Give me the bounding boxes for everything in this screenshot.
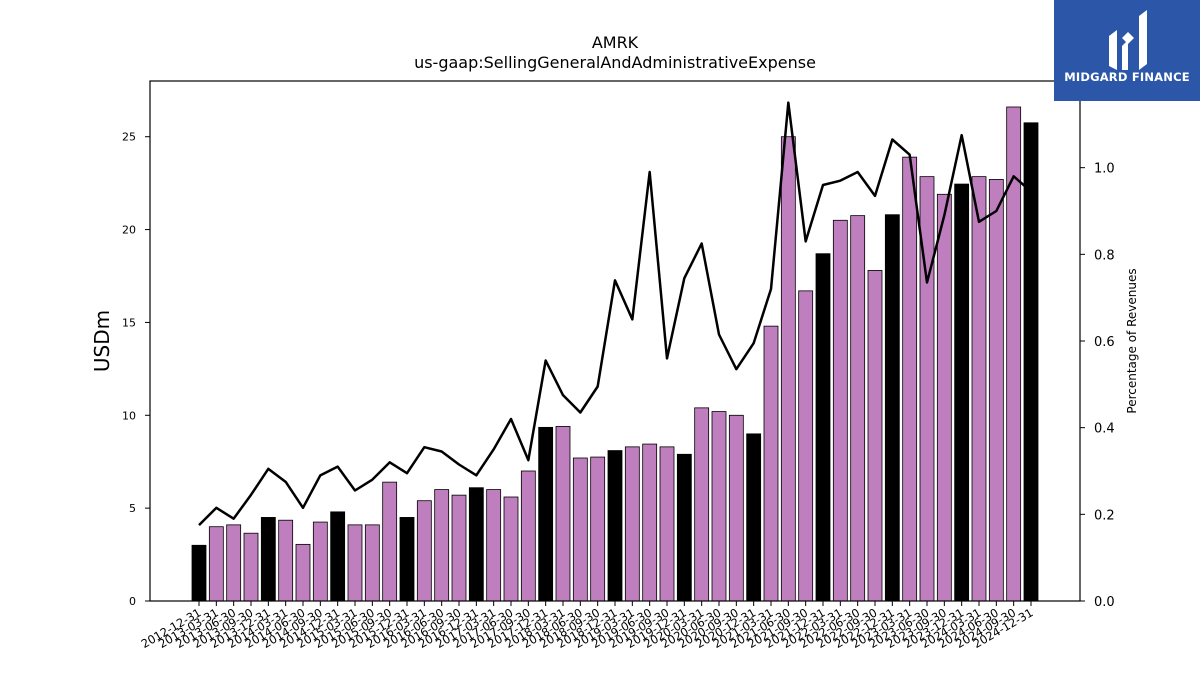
bar-2016-03-31 (416, 500, 432, 602)
bar-2014-09-30 (312, 521, 328, 602)
bar-2018-09-30 (590, 456, 606, 602)
y-tick-label: 25 (122, 131, 136, 144)
y-axis-label: USDm (90, 310, 114, 372)
bar-2018-03-31 (555, 426, 571, 602)
line-group (198, 101, 1032, 527)
bar-2014-12-31 (330, 511, 346, 602)
bar-2016-12-31 (468, 487, 484, 602)
y-tick-label: 5 (129, 502, 136, 515)
bars-group (191, 106, 1039, 602)
y2-tick-label: 0.8 (1094, 248, 1115, 263)
y-tick-label: 0 (129, 595, 136, 608)
y-tick-label: 10 (122, 409, 136, 422)
bar-2014-03-31 (278, 519, 294, 602)
bar-2017-09-30 (520, 470, 536, 602)
bar-2017-03-31 (486, 489, 502, 602)
bar-2013-09-30 (243, 532, 259, 602)
bar-2015-09-30 (382, 481, 398, 602)
bar-2019-09-30 (659, 446, 675, 602)
bar-2024-12-31 (1023, 122, 1039, 602)
bar-2012-12-31 (191, 544, 207, 602)
bar-2019-12-31 (676, 453, 692, 602)
bar-2021-03-31 (763, 325, 779, 602)
y2-tick-label: 0.2 (1094, 508, 1115, 523)
bar-2020-06-30 (711, 411, 727, 602)
bar-2024-03-31 (971, 176, 987, 602)
bar-2013-06-30 (226, 524, 242, 602)
bar-2016-06-30 (434, 489, 450, 602)
bar-2015-03-31 (347, 524, 363, 602)
y2-tick-label: 0.6 (1094, 335, 1115, 350)
bar-2013-03-31 (208, 526, 224, 602)
bar-2013-12-31 (260, 517, 276, 602)
bar-2016-09-30 (451, 494, 467, 602)
bar-2015-12-31 (399, 517, 415, 602)
bar-2020-12-31 (746, 433, 762, 602)
y2-tick-label: 0.4 (1094, 422, 1115, 437)
bar-2021-09-30 (798, 290, 814, 602)
bar-2022-03-31 (832, 219, 848, 602)
bar-2019-03-31 (624, 446, 640, 602)
bar-2022-09-30 (867, 270, 883, 602)
chart-subtitle: us-gaap:SellingGeneralAndAdministrativeE… (414, 53, 816, 72)
bar-2017-06-30 (503, 496, 519, 602)
bar-2023-12-31 (954, 183, 970, 602)
bar-2022-06-30 (850, 215, 866, 602)
y-tick-label: 20 (122, 224, 136, 237)
bar-2023-09-30 (936, 193, 952, 602)
bar-2018-12-31 (607, 450, 623, 602)
y2-tick-label: 1.0 (1094, 162, 1115, 177)
chart-title: AMRK (592, 33, 639, 52)
y2-tick-label: 0.0 (1094, 595, 1115, 610)
axes-group: 05101520250.00.20.40.60.81.02012-12-3120… (122, 80, 1115, 651)
bar-2024-06-30 (988, 179, 1004, 602)
logo-text: MIDGARD FINANCE (1064, 70, 1190, 84)
bar-2015-06-30 (364, 524, 380, 602)
logo-icon (1109, 10, 1147, 70)
bar-2021-06-30 (780, 136, 796, 602)
bar-2019-06-30 (642, 443, 658, 602)
bar-2021-12-31 (815, 253, 831, 602)
bar-2014-06-30 (295, 543, 311, 602)
brand-logo: MIDGARD FINANCE (1054, 0, 1200, 101)
bar-2018-06-30 (572, 457, 588, 602)
percentage-line (198, 101, 1032, 527)
bar-2022-12-31 (884, 214, 900, 602)
bar-2020-03-31 (694, 407, 710, 602)
bar-2020-09-30 (728, 414, 744, 602)
y-tick-label: 15 (122, 316, 136, 329)
bar-2017-12-31 (538, 426, 554, 602)
bar-2023-03-31 (902, 156, 918, 602)
y2-axis-label: Percentage of Revenues (1125, 268, 1139, 413)
